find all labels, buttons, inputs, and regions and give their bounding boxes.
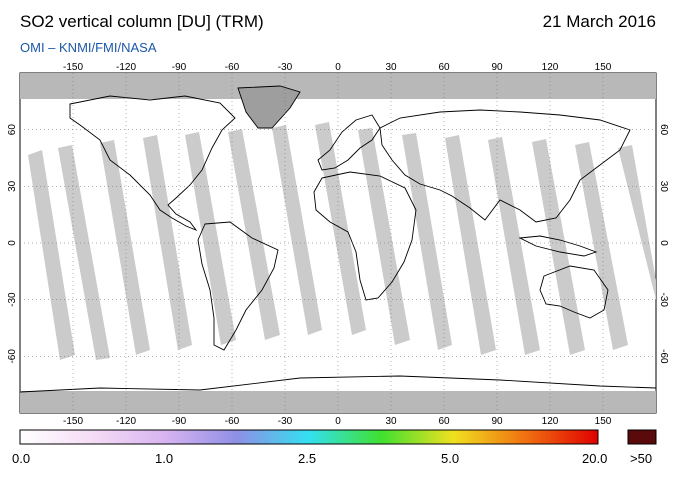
swath-gap	[143, 135, 192, 350]
swath-gap	[358, 128, 410, 345]
lon-tick-top: 150	[595, 62, 612, 73]
lon-tick-bottom: 150	[595, 416, 612, 427]
swath-gap	[402, 133, 452, 350]
lat-tick-left: 0	[7, 240, 18, 246]
swath-gap	[58, 145, 110, 360]
swath-gap	[532, 139, 585, 355]
map-title: SO2 vertical column [DU] (TRM)	[20, 12, 264, 31]
latitude-ticks-left: 60 30 0 -30 -60	[7, 124, 18, 364]
lat-tick-left: 60	[7, 124, 18, 136]
antarctica-coast	[20, 375, 656, 393]
lon-tick-top: -150	[63, 62, 83, 73]
lon-tick-top: 60	[438, 62, 450, 73]
swath-gap	[315, 122, 366, 335]
australia-coast	[539, 265, 609, 319]
latitude-ticks-right: 60 30 0 -30 -60	[658, 124, 669, 364]
swath-gap	[272, 125, 322, 335]
colorbar-label-3: 5.0	[441, 451, 460, 466]
lon-tick-bottom: 120	[542, 416, 559, 427]
lat-tick-right: -30	[658, 292, 669, 307]
colorbar-over-box	[627, 429, 657, 445]
north-america-coast	[69, 95, 236, 232]
lon-tick-bottom: -30	[278, 416, 293, 427]
lon-tick-top: 0	[335, 62, 341, 73]
swath-gap	[445, 135, 496, 355]
swath-gap	[618, 145, 656, 300]
europe-coast	[317, 114, 381, 171]
greenland-coast	[237, 85, 301, 129]
indonesia-coast	[518, 235, 598, 257]
lon-tick-top: 30	[385, 62, 397, 73]
lon-tick-bottom: -150	[63, 416, 83, 427]
lat-tick-left: -30	[7, 292, 18, 307]
lon-tick-bottom: -60	[225, 416, 240, 427]
colorbar-label-1: 1.0	[155, 451, 174, 466]
lon-tick-bottom: -90	[172, 416, 187, 427]
colorbar-label-0: 0.0	[12, 451, 31, 466]
swath-gap	[575, 142, 628, 350]
swath-gap	[100, 140, 150, 355]
colorbar	[19, 429, 599, 445]
lat-tick-left: -60	[7, 349, 18, 364]
lat-tick-right: 60	[658, 124, 669, 136]
coastlines	[20, 85, 656, 393]
lon-tick-bottom: 30	[385, 416, 397, 427]
lon-tick-top: 90	[491, 62, 503, 73]
lat-tick-right: 0	[658, 240, 669, 246]
lon-tick-top: -120	[116, 62, 136, 73]
swath-gap	[228, 129, 280, 340]
lon-tick-bottom: 60	[438, 416, 450, 427]
lat-tick-left: 30	[7, 180, 18, 192]
colorbar-label-4: 20.0	[582, 451, 608, 466]
lon-tick-top: 120	[542, 62, 559, 73]
swath-gap	[185, 132, 236, 345]
longitude-ticks-top: -150 -120 -90 -60 -30 0 30 60 90 120 150	[63, 62, 612, 73]
lon-tick-bottom: 90	[491, 416, 503, 427]
colorbar-over-label: >50	[630, 451, 653, 466]
map-date: 21 March 2016	[542, 12, 656, 31]
data-source: OMI – KNMI/FMI/NASA	[20, 40, 157, 55]
lon-tick-top: -30	[278, 62, 293, 73]
asia-coast	[379, 109, 631, 223]
swath-gaps	[28, 122, 656, 360]
lat-tick-right: -60	[658, 349, 669, 364]
lon-tick-top: -90	[172, 62, 187, 73]
colorbar-label-2: 2.5	[298, 451, 317, 466]
africa-coast	[313, 171, 417, 301]
swath-gap	[28, 150, 75, 360]
lon-tick-bottom: -120	[116, 416, 136, 427]
lat-tick-right: 30	[658, 181, 669, 193]
graticule	[20, 73, 656, 413]
swath-gap	[488, 137, 540, 355]
lon-tick-bottom: 0	[335, 416, 341, 427]
lon-tick-top: -60	[225, 62, 240, 73]
south-america-coast	[197, 221, 279, 351]
longitude-ticks-bottom: -150 -120 -90 -60 -30 0 30 60 90 120 150	[63, 416, 612, 427]
